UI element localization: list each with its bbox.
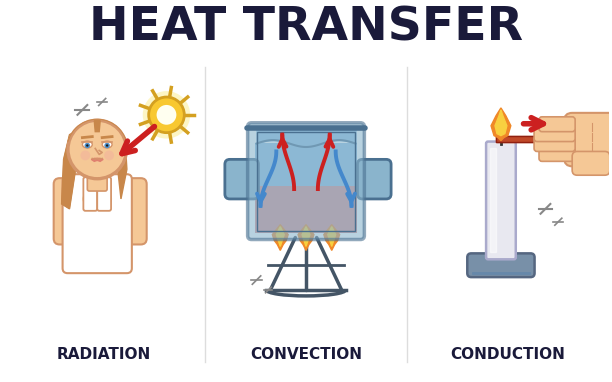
Polygon shape	[490, 149, 496, 253]
FancyBboxPatch shape	[486, 142, 516, 259]
Polygon shape	[496, 136, 580, 142]
Circle shape	[80, 151, 91, 160]
Polygon shape	[115, 129, 127, 199]
FancyBboxPatch shape	[468, 253, 534, 277]
Ellipse shape	[83, 141, 92, 148]
Polygon shape	[298, 225, 314, 250]
FancyBboxPatch shape	[54, 178, 88, 244]
Circle shape	[143, 91, 190, 139]
Circle shape	[104, 151, 114, 160]
Polygon shape	[62, 129, 80, 209]
FancyBboxPatch shape	[572, 151, 610, 175]
Polygon shape	[491, 108, 511, 141]
Circle shape	[104, 143, 110, 148]
FancyBboxPatch shape	[255, 186, 357, 233]
FancyBboxPatch shape	[534, 137, 575, 151]
FancyBboxPatch shape	[113, 178, 147, 244]
FancyBboxPatch shape	[564, 113, 612, 166]
FancyBboxPatch shape	[88, 165, 107, 191]
Circle shape	[149, 97, 184, 133]
Polygon shape	[272, 225, 288, 250]
FancyBboxPatch shape	[357, 159, 391, 199]
Polygon shape	[324, 225, 340, 250]
Text: RADIATION: RADIATION	[57, 347, 151, 362]
Polygon shape	[328, 227, 336, 246]
Polygon shape	[302, 227, 310, 246]
Wedge shape	[67, 119, 126, 149]
FancyBboxPatch shape	[255, 142, 357, 186]
Circle shape	[69, 121, 126, 178]
Polygon shape	[91, 159, 103, 161]
Circle shape	[67, 120, 127, 179]
FancyBboxPatch shape	[83, 177, 97, 211]
Text: CONDUCTION: CONDUCTION	[450, 347, 565, 362]
FancyBboxPatch shape	[225, 159, 258, 199]
Text: CONVECTION: CONVECTION	[250, 347, 362, 362]
Circle shape	[106, 144, 108, 147]
FancyBboxPatch shape	[534, 127, 575, 142]
Circle shape	[84, 143, 90, 148]
Circle shape	[86, 144, 89, 147]
Ellipse shape	[83, 189, 112, 209]
FancyBboxPatch shape	[539, 117, 575, 132]
Ellipse shape	[102, 141, 112, 148]
Text: HEAT TRANSFER: HEAT TRANSFER	[89, 5, 523, 50]
FancyBboxPatch shape	[539, 147, 575, 161]
Polygon shape	[495, 110, 507, 136]
FancyBboxPatch shape	[248, 123, 364, 240]
Polygon shape	[94, 121, 100, 132]
Circle shape	[157, 105, 176, 125]
FancyBboxPatch shape	[62, 174, 132, 273]
FancyBboxPatch shape	[97, 177, 111, 211]
Polygon shape	[276, 227, 284, 246]
